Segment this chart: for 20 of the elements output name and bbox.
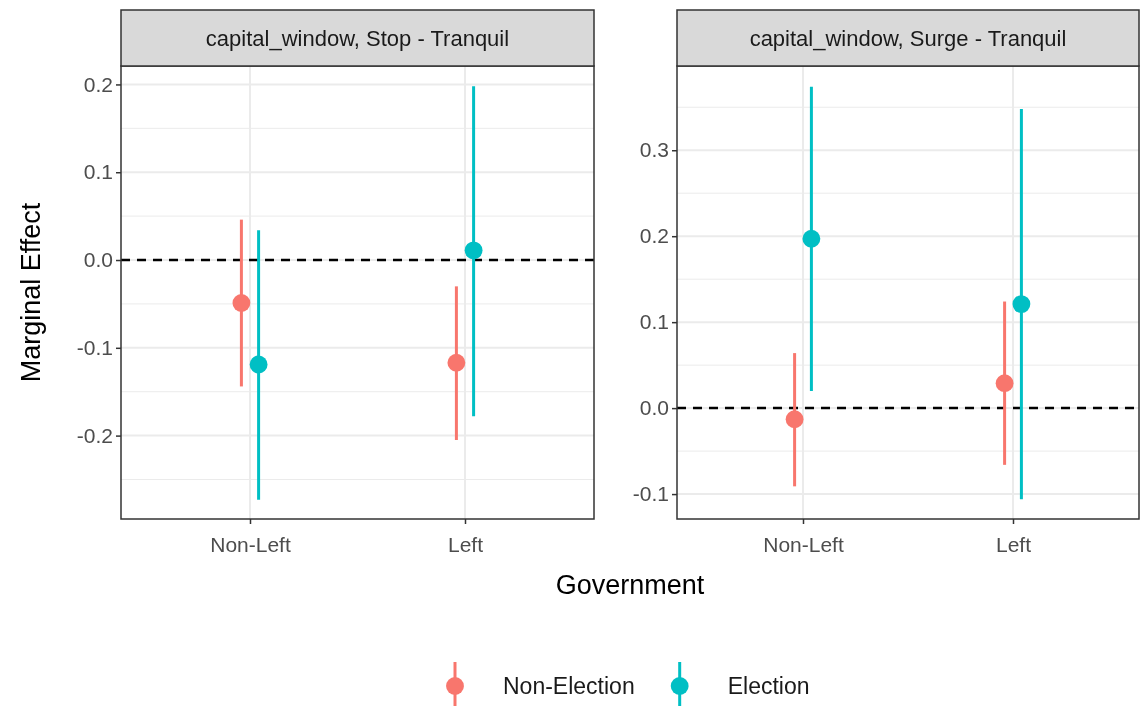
x-tick-label: Left <box>995 533 1032 557</box>
x-axis-title: Government <box>555 570 705 600</box>
y-tick-label: 0.2 <box>83 72 113 96</box>
y-axis-title: Marginal Effect <box>16 202 46 383</box>
chart-title: capital_window, Stop - Tranquil <box>205 26 510 51</box>
y-tick-label: -0.1 <box>76 336 113 360</box>
chart-title: capital_window, Surge - Tranquil <box>749 26 1067 51</box>
y-tick-label: 0.0 <box>639 396 669 420</box>
x-tick-label: Left <box>447 533 484 557</box>
y-tick-label: 0.3 <box>639 138 669 162</box>
y-tick-label: -0.2 <box>76 423 113 447</box>
y-tick-label: 0.2 <box>639 224 669 248</box>
legend-label: Election <box>727 673 810 699</box>
x-tick-label: Non-Left <box>763 533 844 557</box>
x-tick-label: Non-Left <box>210 533 291 557</box>
y-tick-label: -0.1 <box>632 482 669 506</box>
y-tick-label: 0.0 <box>83 248 113 272</box>
legend-label: Non-Election <box>503 673 635 699</box>
y-tick-label: 0.1 <box>83 160 113 184</box>
y-tick-label: 0.1 <box>639 310 669 334</box>
